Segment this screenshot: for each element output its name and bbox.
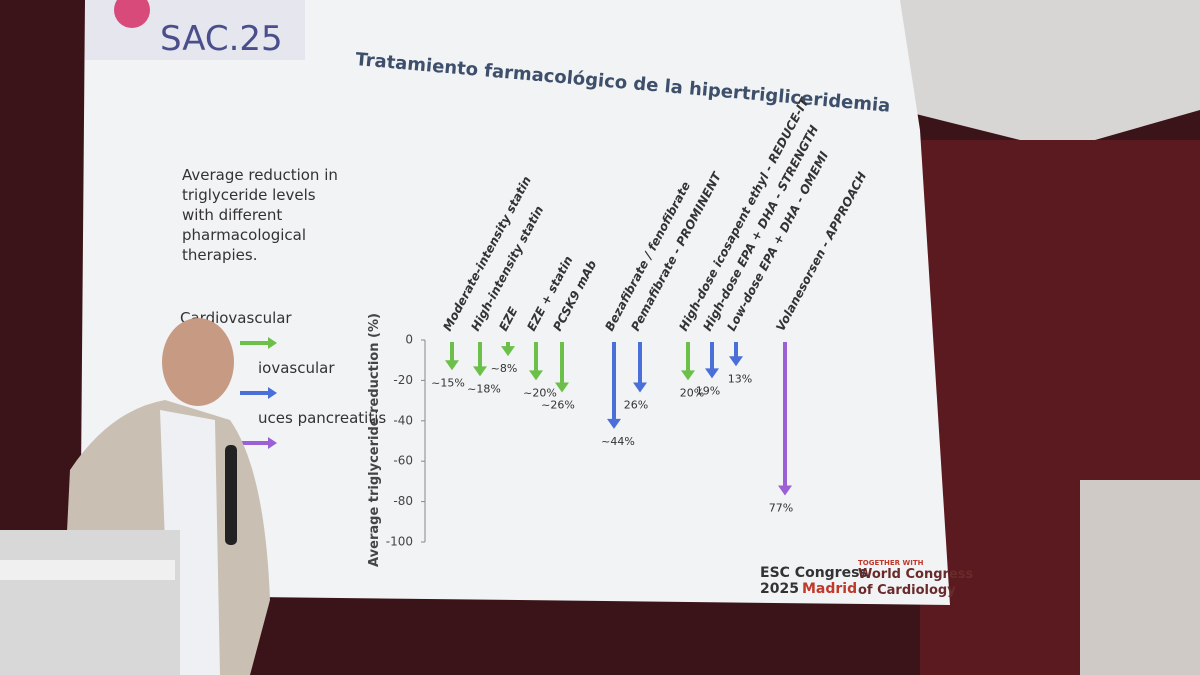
value-label: 13% xyxy=(728,372,752,385)
esc-year: 2025 xyxy=(760,581,799,597)
legend-arrow xyxy=(240,337,277,349)
arrow xyxy=(529,342,543,381)
legend-label: uces pancreatitis xyxy=(258,409,386,427)
description-line: triglyceride levels xyxy=(182,186,316,204)
y-axis-label: Average triglyceride reduction (%) xyxy=(367,313,382,567)
value-label: 77% xyxy=(769,502,793,515)
esc-city: Madrid xyxy=(802,581,857,597)
legend-label: iovascular xyxy=(258,359,335,377)
lectern-top xyxy=(0,560,175,580)
y-tick-label: -60 xyxy=(393,454,413,468)
arrow xyxy=(445,342,459,371)
description-line: Average reduction in xyxy=(182,166,338,184)
arrow xyxy=(633,342,647,393)
value-label: ~44% xyxy=(601,435,635,448)
description-line: pharmacological xyxy=(182,226,306,244)
arrow xyxy=(607,342,621,429)
arrow xyxy=(473,342,487,377)
value-label: 26% xyxy=(624,399,648,412)
arrow xyxy=(705,342,719,379)
esc-line1: ESC Congress xyxy=(760,565,868,581)
arrow xyxy=(681,342,695,381)
legend-arrow xyxy=(240,387,277,399)
slide xyxy=(80,0,950,605)
value-label: 20% xyxy=(680,386,704,399)
door xyxy=(1080,480,1200,675)
speaker xyxy=(0,318,270,675)
logo-mark xyxy=(114,0,150,28)
arrow xyxy=(729,342,743,367)
wcc-line2: of Cardiology xyxy=(858,583,956,598)
value-label: ~8% xyxy=(491,362,518,375)
legend-arrow xyxy=(240,437,277,449)
y-tick-label: -80 xyxy=(393,494,413,508)
arrow xyxy=(778,342,792,496)
description: Average reduction in triglyceride levels w… xyxy=(182,166,338,264)
together: TOGETHER WITH xyxy=(858,559,924,567)
value-label: ~15% xyxy=(431,376,465,389)
head xyxy=(162,318,234,406)
value-label: ~18% xyxy=(467,382,501,395)
logo: SAC.25 xyxy=(160,19,283,59)
arrow xyxy=(555,342,569,393)
y-tick-label: -100 xyxy=(386,535,413,549)
description-line: with different xyxy=(182,206,282,224)
description-line: therapies. xyxy=(182,246,257,264)
y-tick-label: -40 xyxy=(393,413,413,427)
value-label: 19% xyxy=(696,384,720,397)
y-tick-label: -20 xyxy=(393,373,413,387)
value-label: ~20% xyxy=(523,386,557,399)
arrow xyxy=(501,342,515,357)
lectern xyxy=(0,530,180,675)
microphone xyxy=(225,445,237,545)
y-tick-label: 0 xyxy=(405,333,413,347)
value-label: ~26% xyxy=(541,399,575,412)
wcc-line1: World Congress xyxy=(858,567,974,582)
